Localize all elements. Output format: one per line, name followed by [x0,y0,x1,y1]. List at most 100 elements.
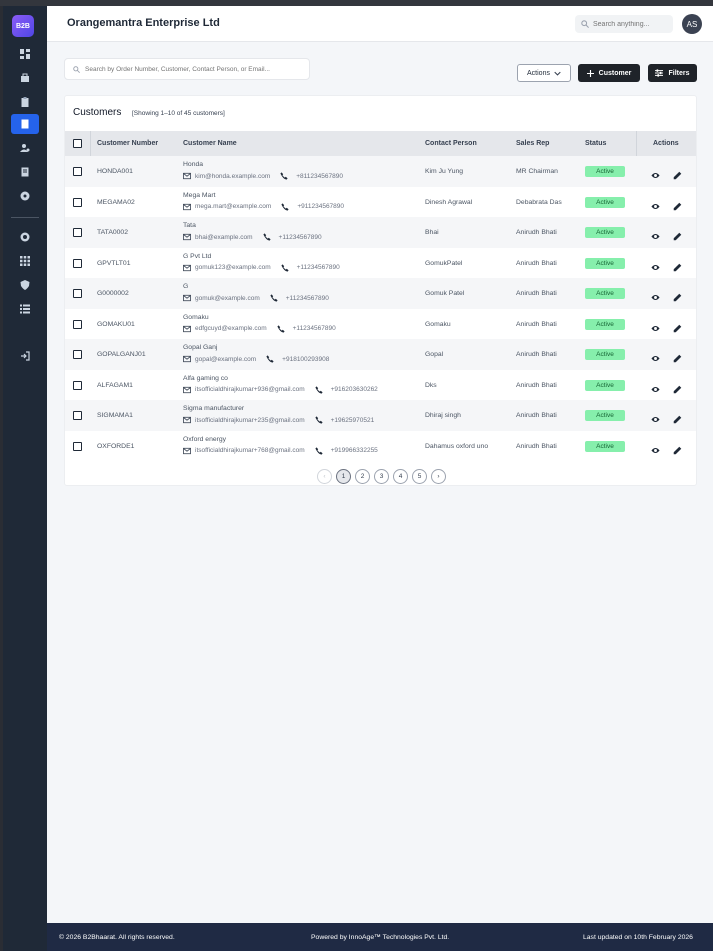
clipboard-icon[interactable] [11,92,39,112]
view-icon[interactable] [651,259,660,270]
page-button-5[interactable]: 5 [412,469,427,484]
col-status[interactable]: Status [585,140,607,147]
view-icon[interactable] [651,198,660,209]
view-icon[interactable] [651,442,660,453]
row-checkbox[interactable] [73,258,82,268]
avatar[interactable]: AS [682,14,702,34]
customer-email[interactable]: bhai@example.com [195,233,253,241]
row-checkbox[interactable] [73,411,82,420]
sales-rep: Anirudh Bhati [516,290,557,297]
dashboard-icon[interactable] [11,44,39,64]
view-icon[interactable] [651,289,660,300]
table-row[interactable]: GPVTLT01 G Pvt Ltd gomuk123@example.com +11… [65,248,696,279]
row-checkbox[interactable] [73,441,82,451]
col-contact-person[interactable]: Contact Person [425,140,477,147]
customer-email[interactable]: kim@honda.example.com [195,172,271,180]
list-icon[interactable] [11,299,39,319]
column-divider [90,131,91,156]
order-search[interactable] [64,58,310,80]
col-sales-rep[interactable]: Sales Rep [516,140,550,147]
app-logo[interactable]: B2B [12,15,34,37]
next-page-button[interactable]: › [431,469,446,484]
customer-email[interactable]: edfgcuyd@example.com [195,325,267,332]
view-icon[interactable] [651,320,660,331]
actions-dropdown[interactable]: Actions [517,64,571,82]
customer-phone[interactable]: +919966332255 [330,447,378,454]
page-button-1[interactable]: 1 [336,469,351,484]
logout-icon[interactable] [11,346,39,366]
customer-email[interactable]: gomuk123@example.com [195,264,271,271]
customer-email[interactable]: itsofficialdhirajkumar+235@gmail.com [195,416,305,424]
table-row[interactable]: GOPALGANJ01 Gopal Ganj gopal@example.com +9… [65,339,696,370]
customer-search-input[interactable] [85,65,305,73]
orders-icon[interactable] [11,68,39,88]
edit-icon[interactable] [673,228,682,241]
col-customer-name[interactable]: Customer Name [183,140,237,147]
edit-icon[interactable] [673,167,682,180]
help-icon[interactable] [11,227,39,247]
document-icon[interactable] [11,162,39,182]
header-search-input[interactable] [593,20,671,28]
add-customer-button[interactable]: Customer [578,64,640,82]
filters-button[interactable]: Filters [648,64,697,82]
edit-icon[interactable] [673,320,682,332]
row-checkbox[interactable] [73,228,82,237]
customer-phone[interactable]: +911234567890 [297,203,345,210]
contact-person: Dks [425,381,437,389]
edit-icon[interactable] [673,289,682,302]
select-all-checkbox[interactable] [73,139,82,148]
customer-phone[interactable]: +11234567890 [278,233,322,241]
customer-email[interactable]: gomuk@example.com [195,294,260,302]
view-icon[interactable] [651,167,660,178]
apps-grid-icon[interactable] [11,251,39,271]
user-settings-icon[interactable] [11,138,39,158]
header-search[interactable] [575,15,673,33]
edit-icon[interactable] [673,442,682,454]
view-icon[interactable] [651,411,660,422]
table-row[interactable]: HONDA001 Honda kim@honda.example.com +81123… [65,156,696,187]
table-row[interactable]: TATA0002 Tata bhai@example.com +11234567890… [65,217,696,248]
customer-phone[interactable]: +811234567890 [296,172,343,180]
edit-icon[interactable] [673,411,682,424]
edit-icon[interactable] [673,198,682,210]
row-checkbox[interactable] [73,380,82,390]
edit-icon[interactable] [673,350,682,363]
edit-icon[interactable] [673,259,682,271]
status-badge: Active [585,257,625,269]
row-checkbox[interactable] [73,197,82,207]
table-row[interactable]: ALFAGAM1 Alfa gaming co itsofficialdhirajk… [65,370,696,401]
shield-icon[interactable] [11,275,39,295]
col-customer-number[interactable]: Customer Number [97,140,159,147]
customer-phone[interactable]: +918100293908 [282,355,330,363]
customer-email[interactable]: itsofficialdhirajkumar+768@gmail.com [195,447,305,454]
status-badge: Active [585,196,625,208]
customer-phone[interactable]: +19625970521 [330,416,375,424]
row-checkbox[interactable] [73,319,82,329]
customer-email[interactable]: gopal@example.com [195,355,257,363]
prev-page-button[interactable]: ‹ [317,469,332,484]
customer-phone[interactable]: +916203630262 [330,386,378,393]
customer-phone[interactable]: +11234567890 [285,294,329,302]
page-button-3[interactable]: 3 [374,469,389,484]
package-icon[interactable] [11,186,39,206]
mail-icon [183,233,191,241]
customer-email[interactable]: mega.mart@example.com [195,203,272,210]
page-button-4[interactable]: 4 [393,469,408,484]
row-checkbox[interactable] [73,350,82,359]
table-row[interactable]: MEGAMA02 Mega Mart mega.mart@example.com +9… [65,187,696,218]
edit-icon[interactable] [673,381,682,393]
page-button-2[interactable]: 2 [355,469,370,484]
customer-phone[interactable]: +11234567890 [292,325,336,332]
row-checkbox[interactable] [73,167,82,176]
customers-icon[interactable] [11,114,39,134]
view-icon[interactable] [651,381,660,392]
table-row[interactable]: OXFORDE1 Oxford energy itsofficialdhirajku… [65,431,696,462]
customer-email[interactable]: itsofficialdhirajkumar+936@gmail.com [195,386,305,393]
view-icon[interactable] [651,228,660,239]
view-icon[interactable] [651,350,660,361]
table-row[interactable]: GOMAKU01 Gomaku edfgcuyd@example.com +11234… [65,309,696,340]
row-checkbox[interactable] [73,289,82,298]
customer-phone[interactable]: +11234567890 [296,264,340,271]
table-row[interactable]: SIGMAMA1 Sigma manufacturer itsofficialdhi… [65,400,696,431]
